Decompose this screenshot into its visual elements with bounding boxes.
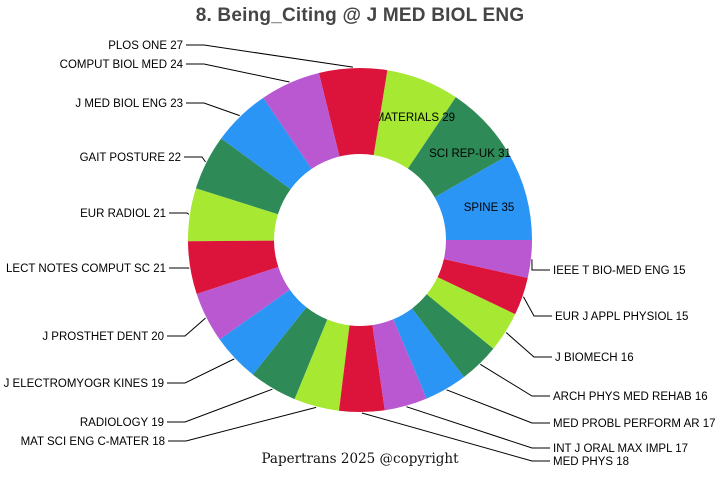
slice-label-int-j-oral-max-impl: INT J ORAL MAX IMPL 17 [553,443,688,455]
slice-label-arch-phys-med-rehab: ARCH PHYS MED REHAB 16 [553,391,708,403]
slice-label-j-prosthet-dent: J PROSTHET DENT 20 [42,331,164,343]
leader-line-j-electromyogr-kines [167,358,235,384]
leader-line-eur-radiol [169,212,190,215]
pie-slice-spine [434,154,532,240]
leader-line-j-prosthet-dent [167,317,206,337]
leader-line-comput-biol-med [186,63,290,83]
pie-slice-j-electromyogr-kines [219,289,307,375]
slice-label-plos-one: PLOS ONE 27 [108,40,183,52]
leader-line-eur-j-appl-physiol [522,296,552,317]
slice-label-j-med-biol-eng: J MED BIOL ENG 23 [75,98,183,110]
leader-line-j-biomech [505,332,552,358]
pie-slice-radiology [252,307,328,400]
slice-label-med-phys: MED PHYS 18 [553,456,629,468]
slice-label-radiology: RADIOLOGY 19 [80,417,164,429]
slice-label-gait-posture: GAIT POSTURE 22 [80,152,181,164]
slice-label-med-probl-perform-ar: MED PROBL PERFORM AR 17 [553,418,716,430]
copyright-note: Papertrans 2025 @copyright [261,451,459,467]
pie-slice-j-biomech [426,277,516,349]
slice-label-ieee-t-bio-med-eng: IEEE T BIO-MED ENG 15 [553,265,686,277]
pie-slice-gait-posture [195,138,291,215]
pie-slice-ieee-t-bio-med-eng [443,240,532,279]
leader-line-int-j-oral-max-impl [406,406,550,449]
pie-slice-arch-phys-med-rehab [412,294,494,377]
pie-slice-biomaterials [373,70,456,169]
pie-slice-eur-radiol [187,188,278,242]
leader-line-radiology [167,388,273,423]
leader-line-mat-sci-eng-c-mater [168,406,317,442]
slice-label-eur-radiol: EUR RADIOL 21 [80,208,166,220]
pie-slice-med-probl-perform-ar [393,308,465,399]
slice-label-sci-rep-uk: SCI REP-UK 31 [429,148,511,160]
pie-slice-mat-sci-eng-c-mater [294,319,350,411]
slice-label-j-electromyogr-kines: J ELECTROMYOGR KINES 19 [4,378,164,390]
slice-label-spine: SPINE 35 [464,202,515,214]
pie-slice-med-phys [338,325,385,412]
leader-line-j-med-biol-eng [186,102,240,117]
pie-slice-sci-rep-uk [407,97,510,198]
leader-line-med-probl-perform-ar [446,389,550,424]
pie-slice-plos-one [318,68,388,157]
leader-line-arch-phys-med-rehab [480,363,550,397]
pie-slice-comput-biol-med [263,72,340,169]
leader-line-med-phys [361,412,550,462]
leader-line-plos-one [186,44,354,68]
pie-slice-lect-notes-comput-sc [188,240,279,294]
pie-slice-eur-j-appl-physiol [437,259,528,315]
pie-slice-int-j-oral-max-impl [372,319,427,411]
chart-title: 8. Being_Citing @ J MED BIOL ENG [195,5,525,26]
slice-label-lect-notes-comput-sc: LECT NOTES COMPUT SC 21 [6,263,166,275]
pie-slice-j-med-biol-eng [221,97,312,190]
slice-label-comput-biol-med: COMPUT BIOL MED 24 [60,59,184,71]
leader-line-gait-posture [184,156,206,163]
leader-line-ieee-t-bio-med-eng [531,259,550,271]
slice-label-eur-j-appl-physiol: EUR J APPL PHYSIOL 15 [555,311,688,323]
slice-label-j-biomech: J BIOMECH 16 [555,352,634,364]
pie-slice-j-prosthet-dent [196,267,290,340]
slice-label-mat-sci-eng-c-mater: MAT SCI ENG C-MATER 18 [21,436,165,448]
